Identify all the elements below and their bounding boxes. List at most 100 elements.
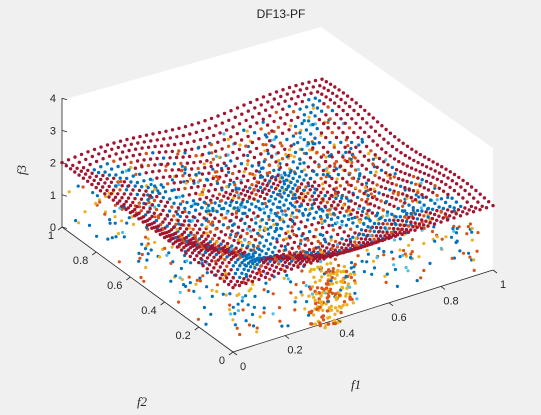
- data-point: [270, 263, 274, 268]
- data-point: [164, 129, 168, 133]
- data-point: [181, 155, 185, 159]
- data-point: [242, 170, 246, 174]
- z-tick-mark: [61, 194, 68, 197]
- data-point: [120, 184, 124, 188]
- data-point: [325, 190, 330, 194]
- data-point: [325, 309, 330, 313]
- data-point: [465, 200, 469, 204]
- data-point: [311, 142, 315, 146]
- data-point: [284, 213, 288, 217]
- data-point: [291, 134, 296, 138]
- data-point: [214, 124, 218, 128]
- data-point: [393, 135, 397, 139]
- data-point: [400, 232, 404, 236]
- data-point: [161, 208, 165, 213]
- data-point: [118, 139, 123, 143]
- data-point: [354, 145, 358, 149]
- data-point: [330, 246, 334, 251]
- data-point: [257, 163, 261, 167]
- data-point: [381, 208, 385, 212]
- data-point: [203, 166, 207, 170]
- data-point: [377, 222, 381, 226]
- data-point: [274, 135, 278, 139]
- data-point: [414, 150, 418, 154]
- data-point: [231, 285, 235, 290]
- data-point: [146, 163, 151, 168]
- data-point: [94, 185, 98, 190]
- data-point: [196, 317, 200, 321]
- data-point: [281, 263, 285, 268]
- data-point: [221, 223, 226, 227]
- data-point: [270, 273, 274, 277]
- data-point: [369, 226, 373, 230]
- data-point: [334, 280, 339, 285]
- data-point: [241, 211, 245, 216]
- data-point: [321, 153, 326, 157]
- data-point: [417, 222, 422, 226]
- x-axis-label-base: f1: [351, 377, 361, 392]
- data-point: [272, 145, 276, 149]
- data-point: [185, 227, 189, 231]
- data-point: [229, 233, 233, 237]
- data-point: [303, 225, 308, 229]
- data-point: [463, 188, 467, 193]
- data-point: [334, 180, 338, 184]
- data-point: [339, 117, 343, 121]
- data-point: [246, 261, 251, 265]
- data-point: [435, 193, 439, 198]
- data-point: [99, 165, 103, 169]
- data-point: [387, 218, 392, 222]
- data-point: [163, 204, 167, 208]
- data-point: [355, 210, 360, 215]
- data-point: [330, 223, 335, 227]
- data-point: [170, 188, 174, 193]
- data-point: [355, 215, 359, 219]
- data-point: [332, 145, 336, 149]
- data-point: [157, 191, 161, 195]
- data-point: [137, 188, 142, 193]
- data-point: [424, 219, 428, 223]
- data-point: [441, 189, 446, 193]
- data-point: [380, 147, 384, 151]
- data-point: [415, 225, 419, 230]
- data-point: [204, 322, 208, 326]
- data-point: [363, 186, 367, 190]
- data-point: [180, 277, 184, 282]
- data-point: [245, 231, 249, 236]
- data-point: [360, 259, 364, 263]
- data-point: [224, 173, 228, 178]
- data-point: [185, 200, 189, 205]
- data-point: [379, 216, 383, 220]
- data-point: [353, 201, 357, 206]
- data-point: [252, 197, 256, 201]
- data-point: [211, 194, 215, 198]
- data-point: [206, 203, 211, 208]
- data-point: [367, 242, 372, 247]
- data-point: [209, 161, 213, 165]
- data-point: [437, 214, 441, 218]
- data-point: [362, 154, 367, 158]
- data-point: [155, 138, 159, 142]
- data-point: [265, 204, 269, 209]
- data-point: [396, 190, 401, 195]
- data-point: [264, 238, 269, 243]
- data-point: [313, 280, 318, 284]
- data-point: [215, 181, 220, 186]
- data-point: [190, 123, 194, 127]
- data-point: [293, 300, 297, 304]
- data-point: [112, 176, 116, 180]
- data-point: [245, 189, 250, 194]
- data-point: [311, 258, 315, 262]
- data-point: [233, 323, 237, 327]
- data-point: [174, 274, 178, 278]
- data-point: [364, 181, 369, 185]
- data-point: [357, 206, 361, 211]
- data-point: [278, 116, 283, 120]
- data-point: [349, 146, 353, 151]
- data-point: [313, 298, 317, 303]
- data-point: [225, 255, 229, 259]
- data-point: [409, 228, 413, 232]
- data-point: [209, 182, 213, 187]
- data-point: [98, 200, 102, 204]
- data-point: [235, 131, 239, 136]
